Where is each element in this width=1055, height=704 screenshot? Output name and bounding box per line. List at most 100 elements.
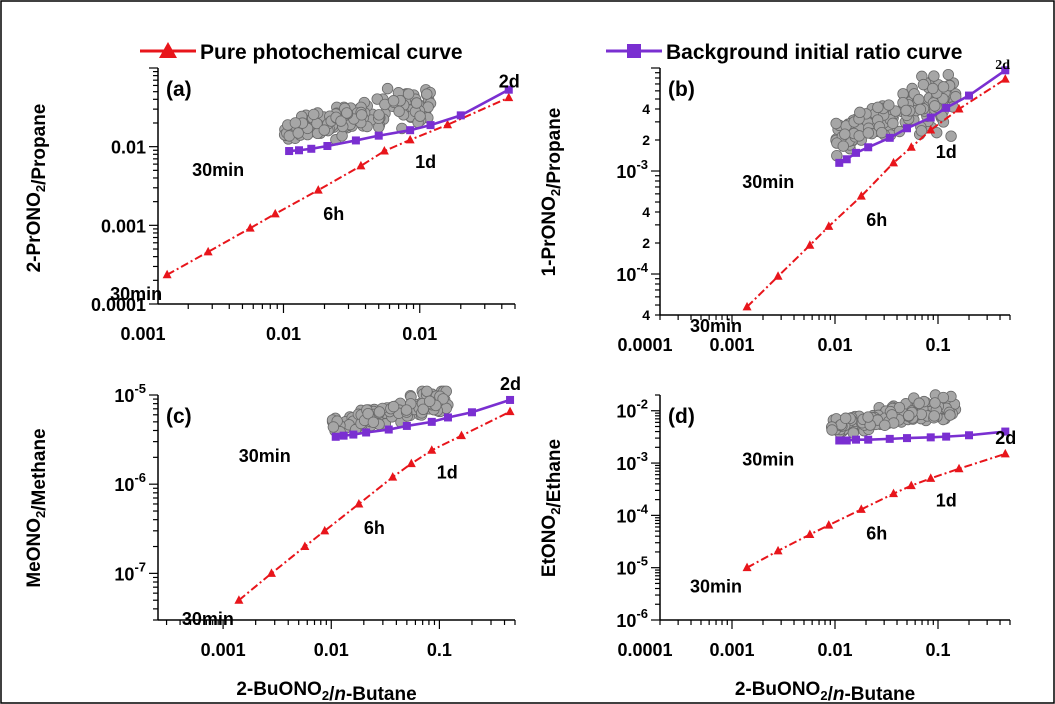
background-curve-line: [335, 398, 511, 439]
background-point: [402, 421, 411, 430]
time-annotation: 6h: [866, 210, 887, 230]
observation-point: [421, 88, 433, 100]
observation-point: [373, 109, 385, 121]
background-point: [406, 126, 415, 135]
y-minor-tick-label: 4: [642, 204, 650, 220]
y-axis-title: 2-PrONO2/Propane: [24, 104, 50, 273]
observation-point: [839, 412, 852, 424]
photochemical-point: [504, 92, 514, 102]
photochemical-point: [300, 541, 310, 551]
photochemical-point: [313, 185, 323, 194]
time-annotation: 30min: [690, 316, 742, 336]
observation-point: [917, 78, 930, 91]
background-point: [902, 434, 911, 443]
y-axis-title: 1-PrONO2/Propane: [539, 108, 565, 277]
background-point: [427, 417, 436, 426]
y-tick-label: 10-6: [114, 470, 146, 495]
chart-panel-3: 0.001 0.01 0.110-710-610-5MeONO2/Methane2-…: [24, 374, 521, 704]
observation-point: [879, 419, 891, 431]
x-tick-label: 0.1: [427, 640, 452, 660]
observation-point: [373, 406, 386, 418]
time-annotation: 30min: [192, 160, 244, 180]
observation-point: [292, 127, 304, 139]
photochemical-point: [245, 223, 255, 232]
observation-point: [872, 101, 884, 114]
background-point: [835, 158, 844, 167]
time-annotation: 30min: [742, 449, 794, 469]
observation-point: [944, 409, 956, 421]
time-annotation: 1d: [415, 152, 436, 172]
photochemical-curve-line: [238, 410, 511, 601]
x-tick-label: 0.1: [925, 335, 950, 355]
y-minor-tick-label: 4: [642, 307, 650, 323]
photochemical-point: [270, 208, 280, 218]
photochemical-point: [824, 520, 834, 529]
background-point: [331, 432, 340, 441]
y-minor-tick-label: 4: [642, 101, 650, 117]
background-point: [443, 413, 452, 422]
observation-point: [410, 97, 423, 109]
time-annotation: 6h: [866, 523, 887, 543]
y-minor-tick-label: 2: [642, 235, 650, 251]
y-axis-title: MeONO2/Methane: [24, 428, 50, 587]
background-point: [295, 146, 304, 155]
observation-point: [837, 140, 849, 152]
photochemical-point: [405, 134, 415, 144]
time-annotation: 30min: [110, 284, 162, 304]
x-tick-label: 0.001: [120, 324, 165, 344]
observation-point: [356, 109, 368, 121]
photochemical-curve-line: [166, 96, 510, 276]
photochemical-point: [824, 221, 834, 230]
background-point: [864, 435, 873, 444]
observation-point: [862, 127, 875, 139]
photochemical-point: [234, 595, 244, 604]
x-tick-label: 0.001: [709, 640, 754, 660]
x-tick-label: 0.001: [201, 640, 246, 660]
photochemical-point: [926, 125, 936, 134]
observation-point: [341, 107, 353, 119]
panels: 0.001 0.01 0.01 0.0001 0.001 0.01 2-PrONO2/Pro…: [24, 58, 1016, 704]
observation-point: [387, 95, 400, 107]
photochemical-curve-line: [746, 452, 1006, 569]
background-point: [285, 147, 294, 156]
observation-point: [393, 105, 405, 118]
x-tick-label: 0.01: [266, 324, 301, 344]
observation-point: [887, 117, 899, 130]
panel-label: (b): [668, 78, 695, 101]
time-annotation: 1d: [936, 142, 957, 162]
observation-point: [318, 124, 330, 136]
background-point: [349, 430, 358, 439]
observation-point: [854, 106, 866, 119]
photochemical-point: [906, 142, 916, 151]
photochemical-point: [356, 160, 366, 170]
observation-point: [929, 100, 941, 112]
observation-point: [927, 82, 939, 95]
background-point: [942, 432, 951, 441]
time-annotation: 2d: [499, 72, 520, 92]
observation-point: [914, 103, 927, 116]
background-point: [1001, 66, 1010, 75]
background-point: [842, 155, 851, 164]
background-point: [467, 408, 476, 417]
observation-point: [417, 403, 429, 415]
background-point: [504, 85, 513, 94]
observation-point: [381, 82, 394, 95]
background-point: [835, 436, 844, 445]
photochemical-point: [505, 406, 515, 416]
photochemical-point: [379, 146, 389, 155]
observation-point: [387, 400, 400, 413]
background-point: [942, 103, 951, 112]
background-point: [351, 136, 360, 145]
background-point: [339, 431, 348, 440]
observation-point: [862, 411, 874, 423]
photochemical-point: [266, 568, 276, 577]
time-annotation: 30min: [239, 446, 291, 466]
observation-point: [928, 70, 940, 82]
chart-panel-1: 0.001 0.01 0.01 0.0001 0.001 0.01 2-PrONO2/Pro…: [24, 67, 520, 344]
time-annotation: 6h: [323, 204, 344, 224]
observation-point: [942, 68, 955, 81]
background-point: [506, 395, 515, 404]
observation-point: [414, 110, 426, 122]
observation-point: [327, 421, 340, 433]
